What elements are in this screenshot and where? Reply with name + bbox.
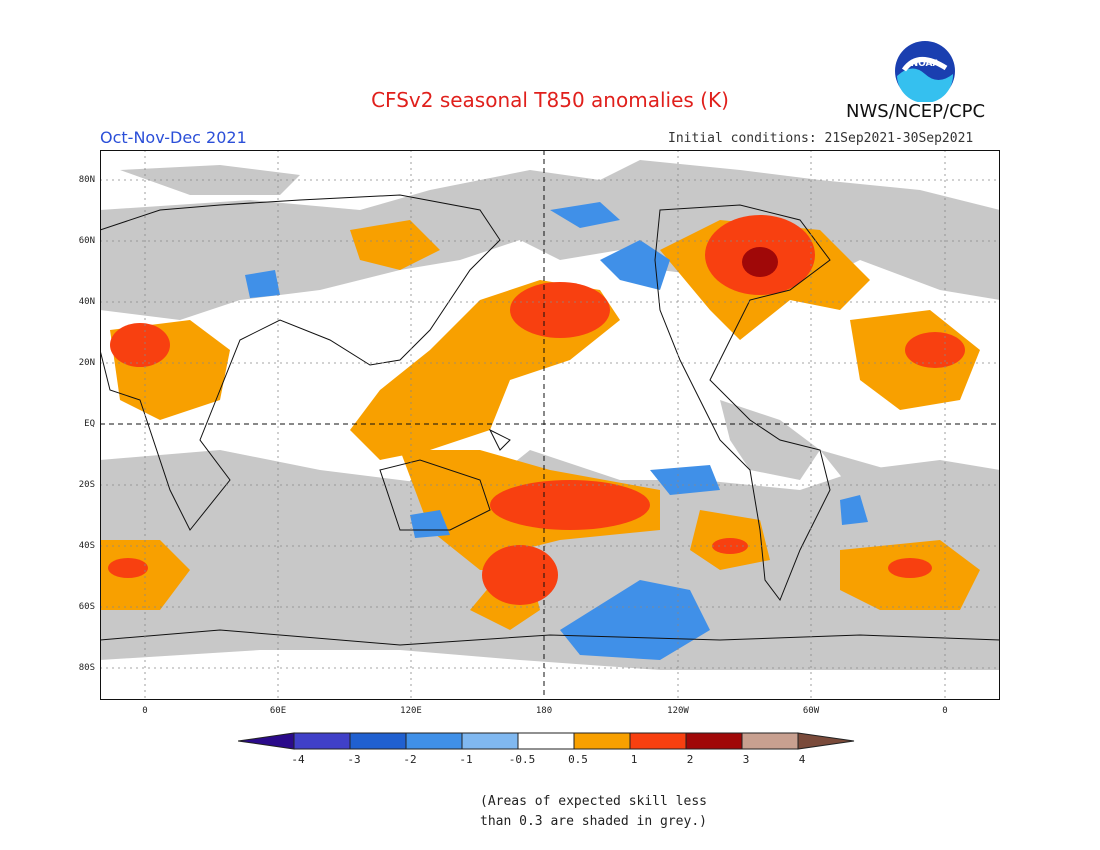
legend-label: 4: [798, 753, 806, 766]
anomaly-map: [100, 150, 1000, 700]
legend-cell: [461, 732, 519, 750]
noaa-logo-icon: NOAA: [895, 41, 955, 102]
graticule: [100, 150, 1000, 700]
skill-note-line2: than 0.3 are shaded in grey.): [480, 814, 707, 829]
logo-text: NOAA: [911, 59, 940, 69]
legend-label: -0.5: [508, 753, 536, 766]
legend-cell: [573, 732, 631, 750]
lon-label: 60E: [269, 706, 287, 716]
lon-label: 60W: [802, 706, 820, 716]
color-legend: [238, 732, 855, 750]
legend-label: -1: [459, 753, 473, 766]
lon-label: 180: [535, 706, 553, 716]
lat-label: EQ: [84, 419, 95, 429]
anomaly-1-2-areas: [108, 215, 965, 605]
legend-label: -4: [291, 753, 305, 766]
lon-label: 0: [942, 706, 948, 716]
legend-cell: [741, 732, 799, 750]
legend-cell: [685, 732, 743, 750]
agency-label: NWS/NCEP/CPC: [846, 101, 986, 122]
legend-arrow-high: [797, 732, 855, 750]
legend-cell: [349, 732, 407, 750]
legend-label: 0.5: [568, 753, 588, 766]
lat-label: 60S: [78, 602, 95, 612]
legend-cell: [405, 732, 463, 750]
lon-label: 120E: [400, 706, 422, 716]
skill-note-line1: (Areas of expected skill less: [480, 794, 707, 809]
lat-label: 80N: [78, 175, 95, 185]
lat-label: 40S: [78, 541, 95, 551]
lat-label: 80S: [78, 663, 95, 673]
legend-label: -3: [347, 753, 361, 766]
legend-cell: [293, 732, 351, 750]
legend-label: 3: [742, 753, 750, 766]
lat-label: 20N: [78, 358, 95, 368]
anomaly-2-3-area: [742, 247, 778, 277]
legend-cell: [629, 732, 687, 750]
lon-label: 120W: [667, 706, 689, 716]
coastlines: [100, 194, 1000, 646]
legend-label: -2: [403, 753, 417, 766]
legend-label: 2: [686, 753, 694, 766]
forecast-period: Oct-Nov-Dec 2021: [100, 128, 247, 147]
lat-label: 60N: [78, 236, 95, 246]
legend-arrow-low: [238, 732, 295, 750]
legend-cell: [517, 732, 575, 750]
map-title: CFSv2 seasonal T850 anomalies (K): [371, 88, 729, 112]
anomaly-negative-areas: [245, 202, 868, 660]
lat-label: 40N: [78, 297, 95, 307]
lat-label: 20S: [78, 480, 95, 490]
initial-conditions: Initial conditions: 21Sep2021-30Sep2021: [668, 131, 974, 146]
legend-label: 1: [630, 753, 638, 766]
lon-label: 0: [142, 706, 148, 716]
